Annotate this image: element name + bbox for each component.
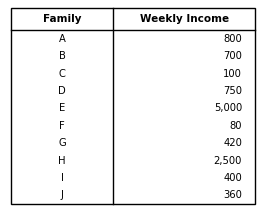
Text: 400: 400 <box>223 173 242 183</box>
Text: D: D <box>58 86 66 96</box>
Text: 700: 700 <box>223 51 242 61</box>
Text: C: C <box>59 69 65 79</box>
Text: 360: 360 <box>223 190 242 200</box>
Text: A: A <box>59 34 65 44</box>
Text: Family: Family <box>43 14 81 24</box>
Text: E: E <box>59 103 65 113</box>
Text: 420: 420 <box>223 138 242 148</box>
Text: F: F <box>59 121 65 131</box>
Text: 800: 800 <box>223 34 242 44</box>
Text: J: J <box>61 190 64 200</box>
Text: 750: 750 <box>223 86 242 96</box>
Text: B: B <box>59 51 65 61</box>
Text: 80: 80 <box>230 121 242 131</box>
Text: 100: 100 <box>223 69 242 79</box>
Text: I: I <box>61 173 64 183</box>
Text: Weekly Income: Weekly Income <box>140 14 229 24</box>
Text: 2,500: 2,500 <box>214 156 242 166</box>
Text: G: G <box>58 138 66 148</box>
Text: 5,000: 5,000 <box>214 103 242 113</box>
Text: H: H <box>58 156 66 166</box>
